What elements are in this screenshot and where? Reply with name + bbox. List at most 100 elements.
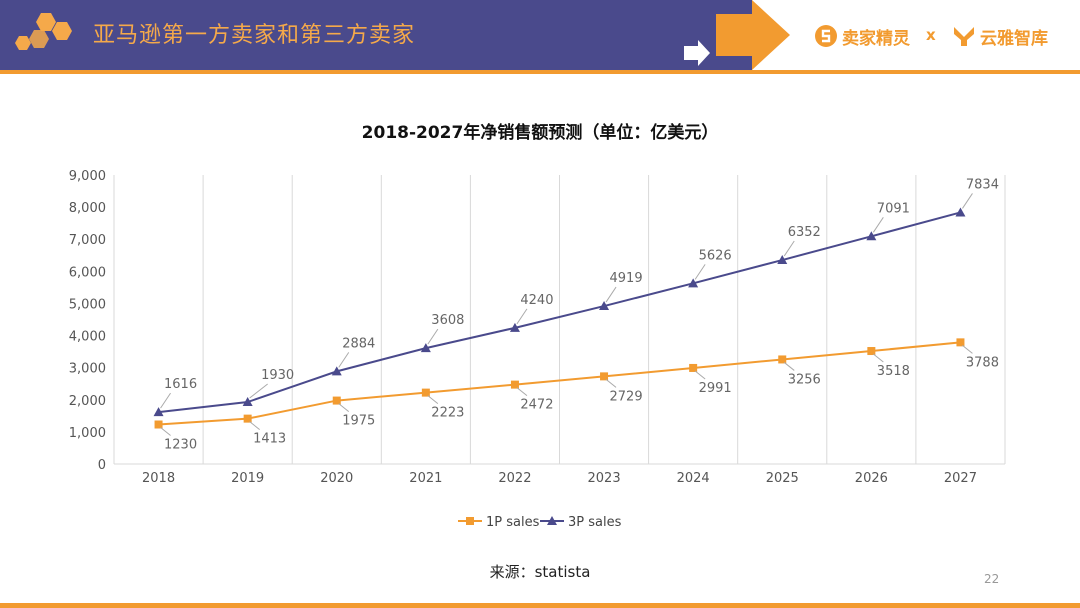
data-label-1p: 3256: [788, 372, 821, 387]
brand-right: 云雅智库: [980, 29, 1048, 49]
data-label-1p: 2472: [520, 398, 553, 413]
data-label-1p: 2991: [699, 381, 732, 396]
data-label-3p: 7091: [877, 201, 910, 216]
source-note: 来源：statista: [489, 563, 591, 581]
y-tick-label: 1,000: [69, 426, 106, 441]
data-label-3p: 7834: [966, 177, 999, 192]
leader-line: [783, 362, 795, 371]
leader-line: [516, 308, 528, 325]
data-point-1p: [332, 396, 341, 405]
data-label-3p: 6352: [788, 225, 821, 240]
data-point-3p: [331, 366, 342, 376]
data-label-3p: 1930: [261, 368, 294, 383]
data-point-1p: [421, 388, 430, 397]
leader-line: [160, 427, 171, 436]
leader-line: [338, 403, 350, 412]
data-label-1p: 2729: [610, 389, 643, 404]
legend-label-1p: 1P sales: [486, 515, 540, 530]
series-line-3p: [158, 211, 961, 414]
data-label-1p: 1975: [342, 414, 375, 429]
data-label-1p: 1230: [164, 438, 197, 453]
data-label-1p: 1413: [253, 432, 286, 447]
leader-line: [249, 421, 260, 431]
brand-left: 卖家精灵: [842, 29, 910, 49]
seller-sprite-logo-icon: [815, 25, 837, 47]
data-point-1p: [689, 363, 698, 372]
axis-layer: 0 1,000 2,000 3,000 4,000 5,000 6,000 7,000 8,00…: [69, 169, 1005, 486]
data-point-1p: [154, 420, 163, 429]
page-number: 22: [984, 572, 1000, 586]
x-tick-label: 2026: [855, 471, 888, 486]
leader-line: [783, 240, 795, 257]
data-label-3p: 2884: [342, 336, 375, 351]
data-point-1p: [510, 380, 519, 389]
leader-line: [873, 353, 884, 363]
x-tick-label: 2023: [588, 471, 621, 486]
data-point-1p: [956, 338, 965, 347]
y-tick-label: 3,000: [69, 362, 106, 377]
data-point-3p: [955, 207, 966, 217]
x-tick-label: 2025: [766, 471, 799, 486]
header-band: [0, 0, 752, 70]
data-point-3p: [688, 278, 699, 288]
leader-line: [872, 217, 884, 233]
leader-line: [338, 352, 350, 368]
data-point-3p: [420, 343, 431, 353]
data-point-3p: [547, 516, 557, 525]
data-point-1p: [243, 414, 252, 423]
y-tick-label: 5,000: [69, 297, 106, 312]
header-bar: 亚马逊第一方卖家和第三方卖家 卖家精灵 x 云雅智库: [0, 0, 1080, 70]
x-tick-label: 2022: [498, 471, 531, 486]
leader-line: [249, 383, 268, 399]
leader-line: [694, 264, 706, 280]
chart-title: 2018-2027年净销售额预测（单位：亿美元）: [361, 123, 719, 143]
series-line-1p: [158, 341, 961, 426]
y-tick-label: 4,000: [69, 330, 106, 345]
yunya-logo-icon: [954, 27, 974, 46]
y-tick-label: 9,000: [69, 169, 106, 184]
arrow-chevron-icon: [684, 0, 790, 70]
legend: 1P sales 3P sales: [458, 515, 622, 530]
page-title: 亚马逊第一方卖家和第三方卖家: [93, 23, 416, 48]
y-tick-label: 8,000: [69, 201, 106, 216]
data-point-1p: [867, 347, 876, 356]
data-label-1p: 3788: [966, 355, 999, 370]
legend-label-3p: 3P sales: [568, 515, 622, 530]
x-tick-label: 2020: [320, 471, 353, 486]
data-point-1p: [600, 372, 609, 381]
data-point-3p: [242, 397, 253, 407]
grid-layer: [113, 175, 1006, 464]
data-point-3p: [153, 407, 164, 417]
data-label-1p: 3518: [877, 364, 910, 379]
y-tick-label: 7,000: [69, 233, 106, 248]
data-point-3p: [599, 301, 610, 311]
data-label-3p: 1616: [164, 377, 197, 392]
leader-line: [605, 286, 617, 303]
data-label-3p: 3608: [431, 313, 464, 328]
hexagon-logo-icon: [15, 13, 72, 50]
y-tick-label: 2,000: [69, 394, 106, 409]
footer-divider: [0, 603, 1080, 608]
x-tick-label: 2018: [142, 471, 175, 486]
leader-line: [962, 344, 973, 354]
x-tick-label: 2021: [409, 471, 442, 486]
x-tick-label: 2019: [231, 471, 264, 486]
x-tick-label: 2024: [677, 471, 710, 486]
data-label-1p: 2223: [431, 406, 464, 421]
data-point-3p: [777, 255, 788, 265]
series-layer: [153, 207, 966, 429]
leader-line: [427, 328, 439, 345]
data-point-3p: [866, 231, 877, 241]
header-divider: [0, 70, 1080, 74]
leader-line: [962, 193, 973, 209]
data-label-3p: 5626: [699, 248, 732, 263]
data-point-1p: [466, 517, 474, 525]
data-label-3p: 4919: [610, 271, 643, 286]
leader-line: [160, 392, 171, 409]
leader-line: [427, 395, 439, 405]
data-point-3p: [509, 322, 520, 332]
y-tick-label: 6,000: [69, 265, 106, 280]
data-label-3p: 4240: [520, 293, 553, 308]
leader-line: [516, 387, 528, 397]
